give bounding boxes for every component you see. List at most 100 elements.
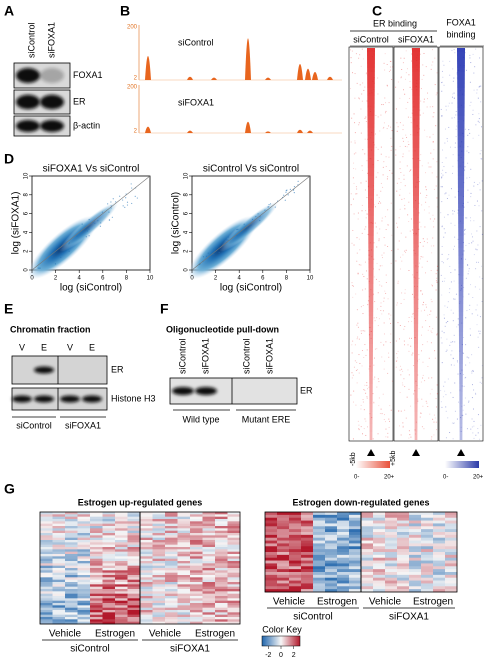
heatmap-cell xyxy=(227,579,241,583)
heatmap-cell xyxy=(115,563,128,566)
heatmap-cell xyxy=(445,540,458,544)
heatmap-cell xyxy=(409,586,422,590)
signal-speckle xyxy=(355,369,357,371)
signal-speckle xyxy=(356,382,358,384)
peak xyxy=(265,131,271,133)
signal-row xyxy=(457,144,465,148)
heatmap-cell xyxy=(227,572,241,576)
group-label: siControl xyxy=(70,644,109,655)
heatmap-cell xyxy=(177,617,191,620)
heatmap-cell xyxy=(325,520,338,524)
lane-label: V xyxy=(19,342,25,352)
panel-title: Oligonucleotide pull-down xyxy=(166,324,279,334)
signal-speckle xyxy=(479,85,481,87)
signal-speckle xyxy=(413,118,415,120)
signal-speckle xyxy=(467,201,469,203)
heatmap-cell xyxy=(373,537,386,541)
signal-speckle xyxy=(461,344,463,346)
condition-label: Estrogen xyxy=(195,629,235,640)
signal-row xyxy=(412,172,420,176)
point xyxy=(214,246,216,248)
heatmap-cell xyxy=(227,617,241,620)
heatmap-cell xyxy=(140,558,153,562)
heatmap-cell xyxy=(40,605,53,608)
signal-speckle xyxy=(367,233,369,235)
signal-speckle xyxy=(360,426,362,428)
signal-speckle xyxy=(452,93,454,95)
heatmap-cell xyxy=(215,579,228,583)
signal-row xyxy=(413,284,419,288)
signal-speckle xyxy=(368,258,370,260)
signal-row xyxy=(457,192,465,196)
heatmap-cell xyxy=(397,512,410,516)
signal-speckle xyxy=(454,146,456,148)
heatmap-cell xyxy=(445,529,458,533)
signal-speckle xyxy=(451,117,453,119)
heatmap-cell xyxy=(361,580,374,584)
signal-speckle xyxy=(450,341,452,343)
signal-speckle xyxy=(420,310,422,312)
signal-speckle xyxy=(350,57,352,59)
signal-speckle xyxy=(417,400,419,402)
signal-speckle xyxy=(435,406,437,408)
peak xyxy=(297,64,303,80)
heatmap-cell xyxy=(40,530,53,534)
signal-speckle xyxy=(462,253,464,255)
signal-row xyxy=(367,100,375,104)
heatmap-cell xyxy=(202,570,216,573)
signal-speckle xyxy=(467,264,469,266)
heatmap-cell xyxy=(40,621,53,625)
signal-row xyxy=(369,372,373,376)
signal-row xyxy=(414,388,418,392)
heatmap-cell xyxy=(265,532,278,536)
point xyxy=(68,250,70,252)
signal-speckle xyxy=(404,78,406,80)
heatmap-cell xyxy=(227,561,241,564)
heatmap-cell xyxy=(313,572,326,576)
signal-speckle xyxy=(469,177,471,179)
heatmap-cell xyxy=(373,526,386,530)
signal-speckle xyxy=(384,216,386,218)
heatmap-cell xyxy=(165,577,178,580)
signal-row xyxy=(367,140,375,144)
signal-speckle xyxy=(463,182,465,184)
signal-speckle xyxy=(366,396,368,398)
signal-speckle xyxy=(419,221,421,223)
point xyxy=(136,197,138,199)
signal-speckle xyxy=(372,222,374,224)
heatmap-cell xyxy=(409,583,422,587)
signal-speckle xyxy=(435,289,437,291)
peak xyxy=(265,77,271,80)
heatmap-cell xyxy=(227,563,241,566)
heatmap-cell xyxy=(77,621,91,625)
heatmap-cell xyxy=(409,560,422,564)
heatmap-cell xyxy=(77,521,91,524)
signal-speckle xyxy=(410,134,412,136)
signal-speckle xyxy=(412,352,414,354)
heatmap-cell xyxy=(337,529,350,533)
signal-speckle xyxy=(358,122,360,124)
signal-speckle xyxy=(471,313,473,315)
heatmap-cell xyxy=(190,523,203,527)
heatmap-cell xyxy=(313,534,326,539)
heatmap-cell xyxy=(397,532,410,536)
signal-row xyxy=(368,304,374,308)
heatmap-cell xyxy=(152,614,166,618)
signal-row xyxy=(367,48,375,52)
signal-speckle xyxy=(477,414,479,416)
heatmap-cell xyxy=(265,517,278,521)
signal-speckle xyxy=(358,428,360,430)
signal-row xyxy=(458,244,464,248)
signal-speckle xyxy=(378,281,380,283)
signal-speckle xyxy=(455,110,457,112)
heatmap-cell xyxy=(152,563,166,566)
x-tick-label: 0 xyxy=(30,276,34,282)
signal-speckle xyxy=(382,104,384,106)
signal-speckle xyxy=(441,70,443,72)
signal-speckle xyxy=(476,249,478,251)
signal-speckle xyxy=(464,49,466,51)
heatmap-cell xyxy=(215,577,228,580)
blot-band xyxy=(40,94,64,110)
signal-speckle xyxy=(400,365,402,367)
signal-speckle xyxy=(441,225,443,227)
